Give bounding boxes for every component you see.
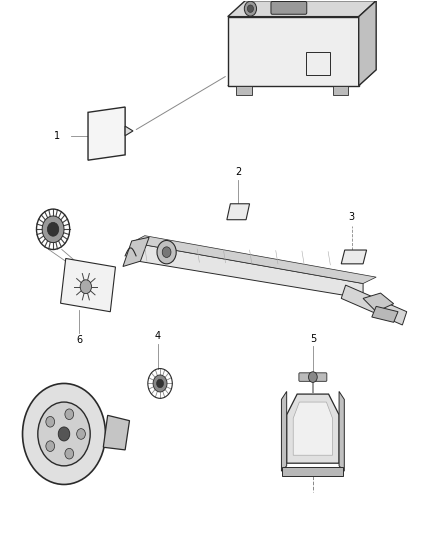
- Circle shape: [46, 441, 55, 451]
- Circle shape: [80, 280, 92, 294]
- Polygon shape: [132, 236, 376, 284]
- Bar: [306, 52, 330, 75]
- Circle shape: [38, 402, 90, 466]
- Polygon shape: [132, 243, 363, 298]
- Polygon shape: [341, 250, 367, 264]
- Polygon shape: [123, 237, 149, 266]
- Text: 5: 5: [310, 334, 316, 344]
- Polygon shape: [363, 293, 394, 312]
- Polygon shape: [227, 204, 250, 220]
- Polygon shape: [88, 107, 125, 160]
- Text: 6: 6: [76, 335, 82, 345]
- Polygon shape: [228, 17, 359, 86]
- Bar: [283, 467, 343, 477]
- Polygon shape: [372, 306, 398, 322]
- Polygon shape: [359, 1, 376, 86]
- Text: 1: 1: [54, 131, 60, 141]
- Polygon shape: [228, 1, 376, 17]
- Circle shape: [42, 216, 64, 243]
- Circle shape: [22, 383, 106, 484]
- Circle shape: [156, 379, 163, 387]
- Circle shape: [157, 240, 176, 264]
- Circle shape: [244, 1, 257, 16]
- Bar: [332, 86, 348, 95]
- Circle shape: [65, 409, 74, 419]
- Polygon shape: [341, 285, 407, 325]
- Polygon shape: [60, 259, 116, 312]
- Circle shape: [247, 5, 254, 12]
- Bar: [237, 86, 252, 95]
- Polygon shape: [282, 391, 287, 471]
- Text: 3: 3: [349, 212, 355, 222]
- Polygon shape: [293, 402, 332, 455]
- Circle shape: [153, 375, 167, 392]
- Circle shape: [77, 429, 85, 439]
- Circle shape: [308, 372, 317, 382]
- Polygon shape: [125, 126, 133, 136]
- Circle shape: [46, 416, 55, 427]
- Text: 4: 4: [155, 330, 161, 341]
- Circle shape: [47, 222, 59, 236]
- Circle shape: [58, 427, 70, 441]
- Polygon shape: [339, 391, 344, 471]
- Polygon shape: [103, 415, 130, 450]
- Polygon shape: [228, 70, 376, 86]
- Circle shape: [162, 247, 171, 257]
- Polygon shape: [287, 394, 339, 463]
- FancyBboxPatch shape: [271, 2, 307, 14]
- Text: 2: 2: [235, 167, 241, 177]
- Circle shape: [65, 448, 74, 459]
- FancyBboxPatch shape: [299, 373, 327, 381]
